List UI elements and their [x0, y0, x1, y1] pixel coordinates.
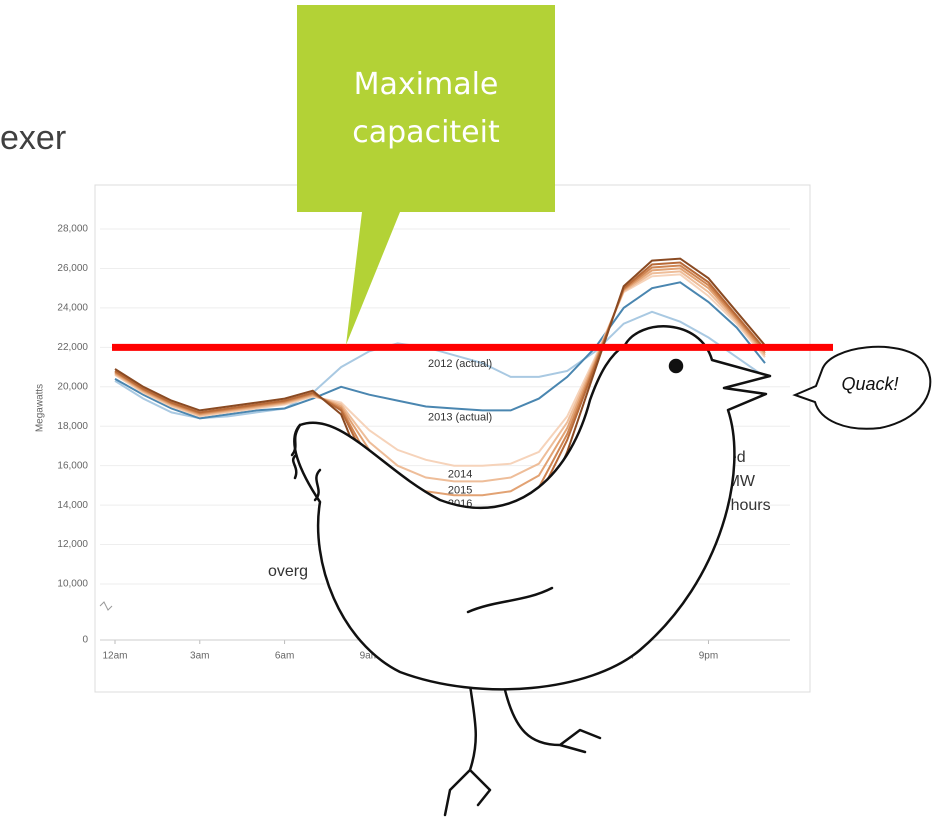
y-tick-label: 16,000	[57, 460, 88, 471]
x-tick-label: 6am	[275, 651, 294, 662]
series-label: 2013 (actual)	[428, 411, 492, 423]
x-tick-label: 3am	[190, 651, 209, 662]
series-label: 2012 (actual)	[428, 358, 492, 370]
annotation: overg	[268, 563, 308, 580]
y-tick-label: 14,000	[57, 500, 88, 511]
y-tick-label: 10,000	[57, 579, 88, 590]
y-tick-label: 12,000	[57, 539, 88, 550]
series-label: 2015	[448, 484, 472, 496]
speech-bubble: Quack!	[795, 347, 930, 429]
duck-eye	[670, 360, 682, 372]
y-tick-label: 28,000	[57, 224, 88, 235]
y-tick-label: 0	[82, 635, 88, 646]
y-tick-label: 24,000	[57, 303, 88, 314]
slide-title: exer	[0, 119, 66, 157]
y-tick-label: 18,000	[57, 421, 88, 432]
series-label: 2014	[448, 469, 472, 481]
speech-text: Quack!	[841, 374, 898, 394]
callout-text: Maximale capaciteit	[297, 5, 555, 212]
duck-leg	[445, 685, 600, 815]
y-tick-label: 22,000	[57, 342, 88, 353]
y-tick-label: 20,000	[57, 381, 88, 392]
slide: exer 0 10,000 12,000 14,000 16,000 18,000 20,0…	[0, 0, 942, 822]
x-tick-label: 9pm	[699, 651, 718, 662]
x-tick-label: 12am	[102, 651, 127, 662]
y-axis-label: Megawatts	[35, 384, 46, 432]
y-tick-label: 26,000	[57, 263, 88, 274]
